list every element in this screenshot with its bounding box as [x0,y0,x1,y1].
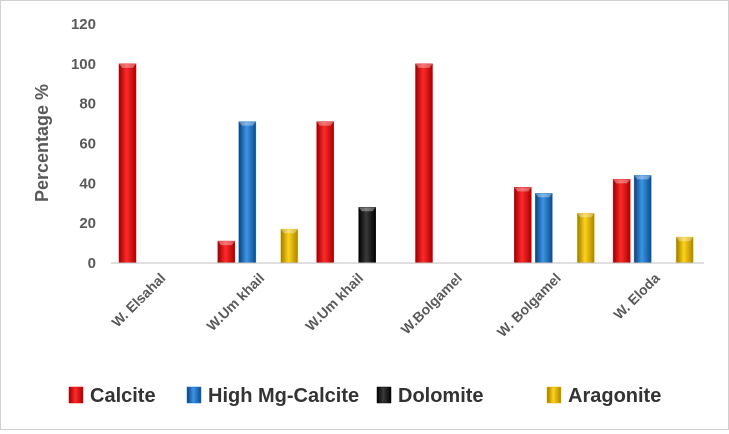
bar-bevel [238,121,256,126]
bar-bevel [415,63,433,68]
y-tick-label: 100 [71,56,96,73]
bar-aragonite: Aragonite: 25 [577,212,595,264]
bar-high-mg-calcite: High Mg-Calcite: 44 [633,175,652,264]
bar-dolomite: Dolomite: 28 [358,206,376,264]
y-tick-label: 120 [71,16,96,33]
x-tick-label: W. Eloda [610,270,663,323]
bars-group: Calcite: 100Calcite: 11High Mg-Calcite: … [118,63,694,264]
bar-bevel [676,237,694,242]
bar-calcite: Calcite: 71 [316,121,334,264]
legend-swatch [376,386,392,404]
x-tick-label: W.Um khail [302,270,366,334]
legend-swatch [68,386,84,404]
bar-calcite: Calcite: 100 [415,63,433,264]
bar-bevel [358,207,376,212]
x-tick-label: W.Um khail [203,270,267,334]
y-tick-label: 40 [79,175,96,192]
bar-bevel [217,241,235,246]
bar-bevel [514,187,532,192]
legend-swatch [546,386,562,404]
legend: Calcite High Mg-Calcite Dolomite Aragonite [68,385,661,407]
bar-bevel [316,121,334,126]
x-tick-label: W. Elsahal [108,270,168,330]
bar-bevel [535,193,553,198]
bar-bevel [119,63,136,68]
y-tick-label: 20 [79,215,96,232]
y-axis: 0 20 40 60 80 100 120 [71,16,96,272]
bar-aragonite: Aragonite: 17 [280,228,299,264]
bar-high-mg-calcite: High Mg-Calcite: 35 [535,193,553,264]
bar-calcite: Calcite: 100 [118,63,137,264]
bar-bevel [280,229,298,234]
x-axis-categories: W. Elsahal W.Um khail W.Um khail W.Bolgamel… [108,270,663,340]
y-axis-title: Percentage % [32,84,52,202]
y-tick-label: 80 [79,96,96,113]
x-tick-label: W.Bolgamel [398,270,465,337]
legend-label: Calcite [90,385,156,407]
legend-swatch [186,386,202,404]
bar-calcite: Calcite: 38 [514,187,532,264]
legend-label: Dolomite [398,385,484,407]
x-tick-label: W. Bolgamel [494,270,564,340]
bar-bevel [634,175,652,180]
y-tick-label: 60 [79,136,96,153]
bar-bevel [613,179,631,184]
y-tick-label: 0 [88,255,96,272]
legend-label: High Mg-Calcite [208,385,359,407]
legend-label: Aragonite [568,385,661,407]
bar-bevel [577,213,595,218]
bar-high-mg-calcite: High Mg-Calcite: 71 [238,121,257,264]
bar-calcite: Calcite: 42 [612,179,631,264]
